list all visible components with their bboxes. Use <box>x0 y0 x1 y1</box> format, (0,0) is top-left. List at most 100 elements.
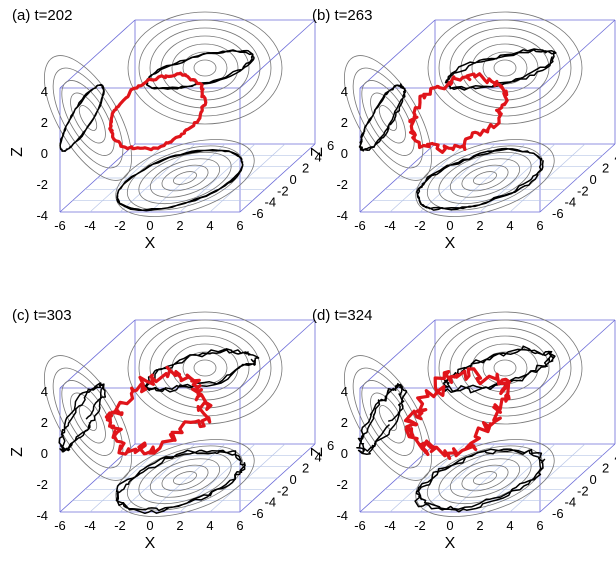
z-tick-label: -4 <box>36 508 48 523</box>
contour-line <box>461 464 509 492</box>
y-tick-label: 0 <box>590 172 597 187</box>
x-tick-label: 4 <box>206 218 213 233</box>
y-tick-label: 6 <box>327 438 334 453</box>
contour-line <box>52 67 124 169</box>
contours-side-wall <box>44 55 132 181</box>
y-tick-label: 2 <box>602 461 609 476</box>
y-tick-label: -6 <box>252 506 264 521</box>
x-axis-label: X <box>145 235 156 252</box>
contour-line <box>138 19 272 117</box>
contour-line <box>426 445 544 511</box>
trajectory-3d <box>104 365 213 456</box>
z-tick-label: 2 <box>41 115 48 130</box>
y-tick-label: -6 <box>552 506 564 521</box>
x-tick-label: 2 <box>176 218 183 233</box>
x-tick-label: -4 <box>84 518 96 533</box>
x-tick-label: -6 <box>54 518 66 533</box>
z-tick-label: -2 <box>336 177 348 192</box>
floor-projection <box>416 147 545 211</box>
contour-line <box>115 139 255 217</box>
contour-line <box>378 405 398 431</box>
box-edge <box>59 319 136 389</box>
y-tick-label: -4 <box>265 195 277 210</box>
x-tick-label: 0 <box>446 518 453 533</box>
z-tick-label: 4 <box>41 384 48 399</box>
side-wall-projection <box>356 382 408 455</box>
contour-line <box>149 158 221 198</box>
z-tick-label: 2 <box>341 415 348 430</box>
contour-line <box>193 359 217 377</box>
x-tick-label: -2 <box>114 518 126 533</box>
contour-line <box>352 67 424 169</box>
contour-line <box>415 139 555 217</box>
z-tick-label: -2 <box>336 477 348 492</box>
contour-line <box>461 164 509 192</box>
x-tick-label: -6 <box>354 518 366 533</box>
contour-line <box>427 311 583 425</box>
box-edge <box>539 19 616 89</box>
x-tick-label: 6 <box>236 218 243 233</box>
z-tick-label: -4 <box>336 208 348 223</box>
contour-line <box>173 171 197 185</box>
contour-line <box>449 327 561 409</box>
x-tick-label: 0 <box>146 218 153 233</box>
x-tick-label: 0 <box>146 518 153 533</box>
y-tick-label: -2 <box>277 483 289 498</box>
panel-title: (d) t=324 <box>312 307 372 324</box>
contour-line <box>361 380 415 456</box>
contour-line <box>171 43 239 93</box>
trajectory-3d <box>408 72 509 154</box>
z-axis-label: Z <box>309 447 326 457</box>
contour-line <box>182 351 228 385</box>
y-tick-label: -2 <box>577 483 589 498</box>
z-tick-label: 0 <box>341 146 348 161</box>
side-wall-projection <box>358 83 407 152</box>
contour-line <box>61 80 115 156</box>
box-edge <box>59 19 136 89</box>
x-tick-label: -2 <box>414 218 426 233</box>
panel-title: (b) t=263 <box>312 7 372 24</box>
x-tick-label: -4 <box>384 518 396 533</box>
y-tick-label: 4 <box>315 149 322 164</box>
contour-line <box>449 27 561 109</box>
y-tick-label: 0 <box>290 472 297 487</box>
back-wall-projection <box>444 48 557 91</box>
z-tick-label: -2 <box>36 477 48 492</box>
z-tick-label: 0 <box>41 146 48 161</box>
contour-line <box>78 105 98 131</box>
contours-back-wall <box>427 11 583 125</box>
z-tick-label: 4 <box>41 84 48 99</box>
contour-line <box>438 319 572 417</box>
contour-line <box>160 35 250 101</box>
side-wall-projection <box>58 382 107 453</box>
trajectory-projections <box>358 48 557 211</box>
x-tick-label: 6 <box>236 518 243 533</box>
contours-back-wall <box>427 311 583 425</box>
floor-projection <box>115 449 246 515</box>
z-axis-label: Z <box>9 447 26 457</box>
back-wall-projection <box>143 348 260 393</box>
box-edge <box>239 19 316 89</box>
z-tick-label: -4 <box>336 508 348 523</box>
contour-line <box>127 11 283 125</box>
box-edge <box>539 319 616 389</box>
x-tick-label: 2 <box>476 518 483 533</box>
y-tick-label: 0 <box>290 172 297 187</box>
panel-title: (c) t=303 <box>12 307 72 324</box>
contour-line <box>449 458 521 498</box>
x-axis-label: X <box>445 235 456 252</box>
z-tick-label: 0 <box>341 446 348 461</box>
contour-line <box>427 11 583 125</box>
x-tick-label: -2 <box>114 218 126 233</box>
z-axis-label: Z <box>9 147 26 157</box>
box-edge <box>359 19 436 89</box>
box-edge <box>239 319 316 389</box>
y-tick-label: 4 <box>615 149 616 164</box>
z-tick-label: 2 <box>341 115 348 130</box>
x-tick-label: -6 <box>54 218 66 233</box>
contour-line <box>361 80 415 156</box>
y-tick-label: 2 <box>302 161 309 176</box>
